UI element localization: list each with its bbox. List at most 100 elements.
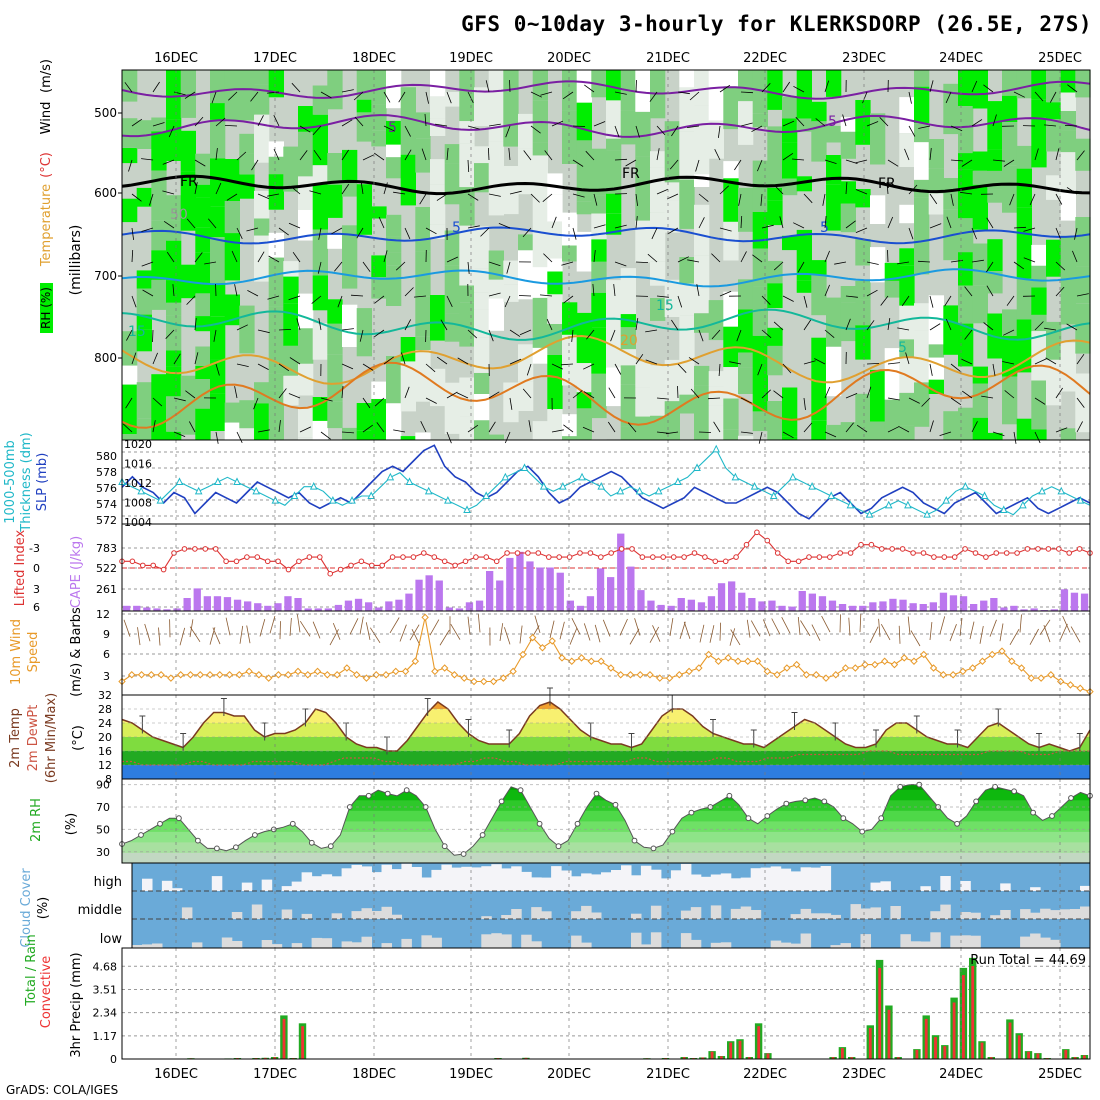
cloud-cell <box>471 867 482 891</box>
lifted-index-point <box>993 550 1000 556</box>
cloud-cell <box>291 943 303 948</box>
wind-speed-point <box>137 671 146 679</box>
wind-barb <box>983 84 994 93</box>
cloud-cell <box>730 908 742 919</box>
wind-barb <box>629 628 640 645</box>
thickness-point <box>808 482 816 490</box>
wind-speed-point <box>392 667 400 676</box>
wind-barb <box>239 625 244 644</box>
rh-cell <box>1075 387 1091 433</box>
rh-cell <box>224 233 240 281</box>
rh-cell <box>987 432 1003 440</box>
rh-cell <box>811 101 827 122</box>
wind-barb <box>779 216 784 229</box>
wind-barb <box>188 421 196 433</box>
wind-barb <box>1009 193 1015 206</box>
wind-barb <box>373 329 385 338</box>
rh-cell <box>312 85 328 115</box>
wind-barb <box>898 625 901 644</box>
wind-speed-point <box>333 671 341 679</box>
wind-barb <box>824 159 837 164</box>
cloud-cell <box>581 942 592 948</box>
rh-cell <box>958 70 974 107</box>
rh-cell <box>195 184 211 198</box>
cape-bar <box>233 599 242 611</box>
rh-cell <box>488 279 504 299</box>
wind-barb <box>586 329 595 340</box>
wind-barb <box>184 91 196 99</box>
wind-barb <box>395 261 406 271</box>
rh-cell <box>972 170 988 185</box>
rh-cell <box>254 70 270 85</box>
wind-barb <box>383 182 388 195</box>
cloud-cell <box>910 941 921 948</box>
rh-cell <box>254 114 270 163</box>
wind-barb <box>824 284 830 297</box>
rh-cell <box>327 70 343 110</box>
cloud-cell <box>431 869 442 891</box>
lifted-index-point <box>827 554 833 560</box>
cape-bar <box>365 602 373 611</box>
cloud-cell <box>750 868 762 891</box>
lifted-index-point <box>296 558 302 565</box>
temp-axis-label: 2m Temp <box>8 708 23 768</box>
wind-barb <box>530 91 542 98</box>
rh-cell <box>488 186 504 216</box>
cloud-cell <box>571 911 582 919</box>
cape-bar <box>697 602 706 611</box>
wind-barb <box>166 251 175 263</box>
wind-barb <box>677 385 679 399</box>
wind-barb <box>649 626 660 643</box>
wind-barb <box>971 259 984 263</box>
convective-bar <box>524 1057 528 1059</box>
cape-bar <box>1080 593 1089 611</box>
rh-cell <box>474 87 490 127</box>
rh-cell <box>562 414 578 437</box>
temp-band <box>122 723 1090 737</box>
temp-tick: 12 <box>98 759 112 772</box>
wind-barb <box>337 295 343 308</box>
wind-barb <box>152 329 154 343</box>
rh-cell <box>474 292 490 310</box>
wind-barb <box>593 250 596 263</box>
rh-cell <box>1075 373 1091 388</box>
cloud-cell <box>621 865 632 891</box>
panel-frame <box>121 947 1091 1060</box>
cape-bar <box>980 600 988 611</box>
rh-cell <box>327 153 343 185</box>
cape-bar <box>314 608 322 611</box>
rh-cell <box>870 195 886 224</box>
rh-cell <box>518 250 534 300</box>
wind-barb <box>1009 628 1020 645</box>
wind-speed-point <box>264 674 273 682</box>
wind-barb <box>542 193 553 203</box>
wind-barb <box>279 621 281 640</box>
wind-barb <box>446 256 459 263</box>
wind-barb <box>332 622 341 640</box>
rh-cell <box>884 399 900 440</box>
cloud-cell <box>311 937 323 948</box>
cape-bar <box>647 600 655 611</box>
cape-bar <box>354 598 363 611</box>
rh-cell <box>210 119 226 159</box>
wind-barb <box>349 618 359 635</box>
rh-cell <box>1031 429 1047 440</box>
wind-speed-point <box>1017 664 1026 672</box>
rh-cell <box>899 97 915 134</box>
wind-barb <box>635 318 639 331</box>
cloud-level-label: middle <box>78 903 122 918</box>
wind-speed-point <box>783 664 791 672</box>
wind-barb <box>908 125 916 137</box>
cloud-cell <box>1050 910 1061 919</box>
rh-cell <box>371 130 387 147</box>
wind-barb <box>311 295 322 304</box>
wind-barb <box>215 431 219 444</box>
rh-cell <box>430 70 446 97</box>
wind-barb <box>376 422 385 433</box>
wind-barb <box>718 125 721 138</box>
lifted-index-point <box>712 558 719 565</box>
date-label-top: 22DEC <box>743 51 787 66</box>
lifted-index-point <box>514 550 521 556</box>
convective-bar <box>738 1040 742 1059</box>
lifted-index-point <box>369 562 375 569</box>
